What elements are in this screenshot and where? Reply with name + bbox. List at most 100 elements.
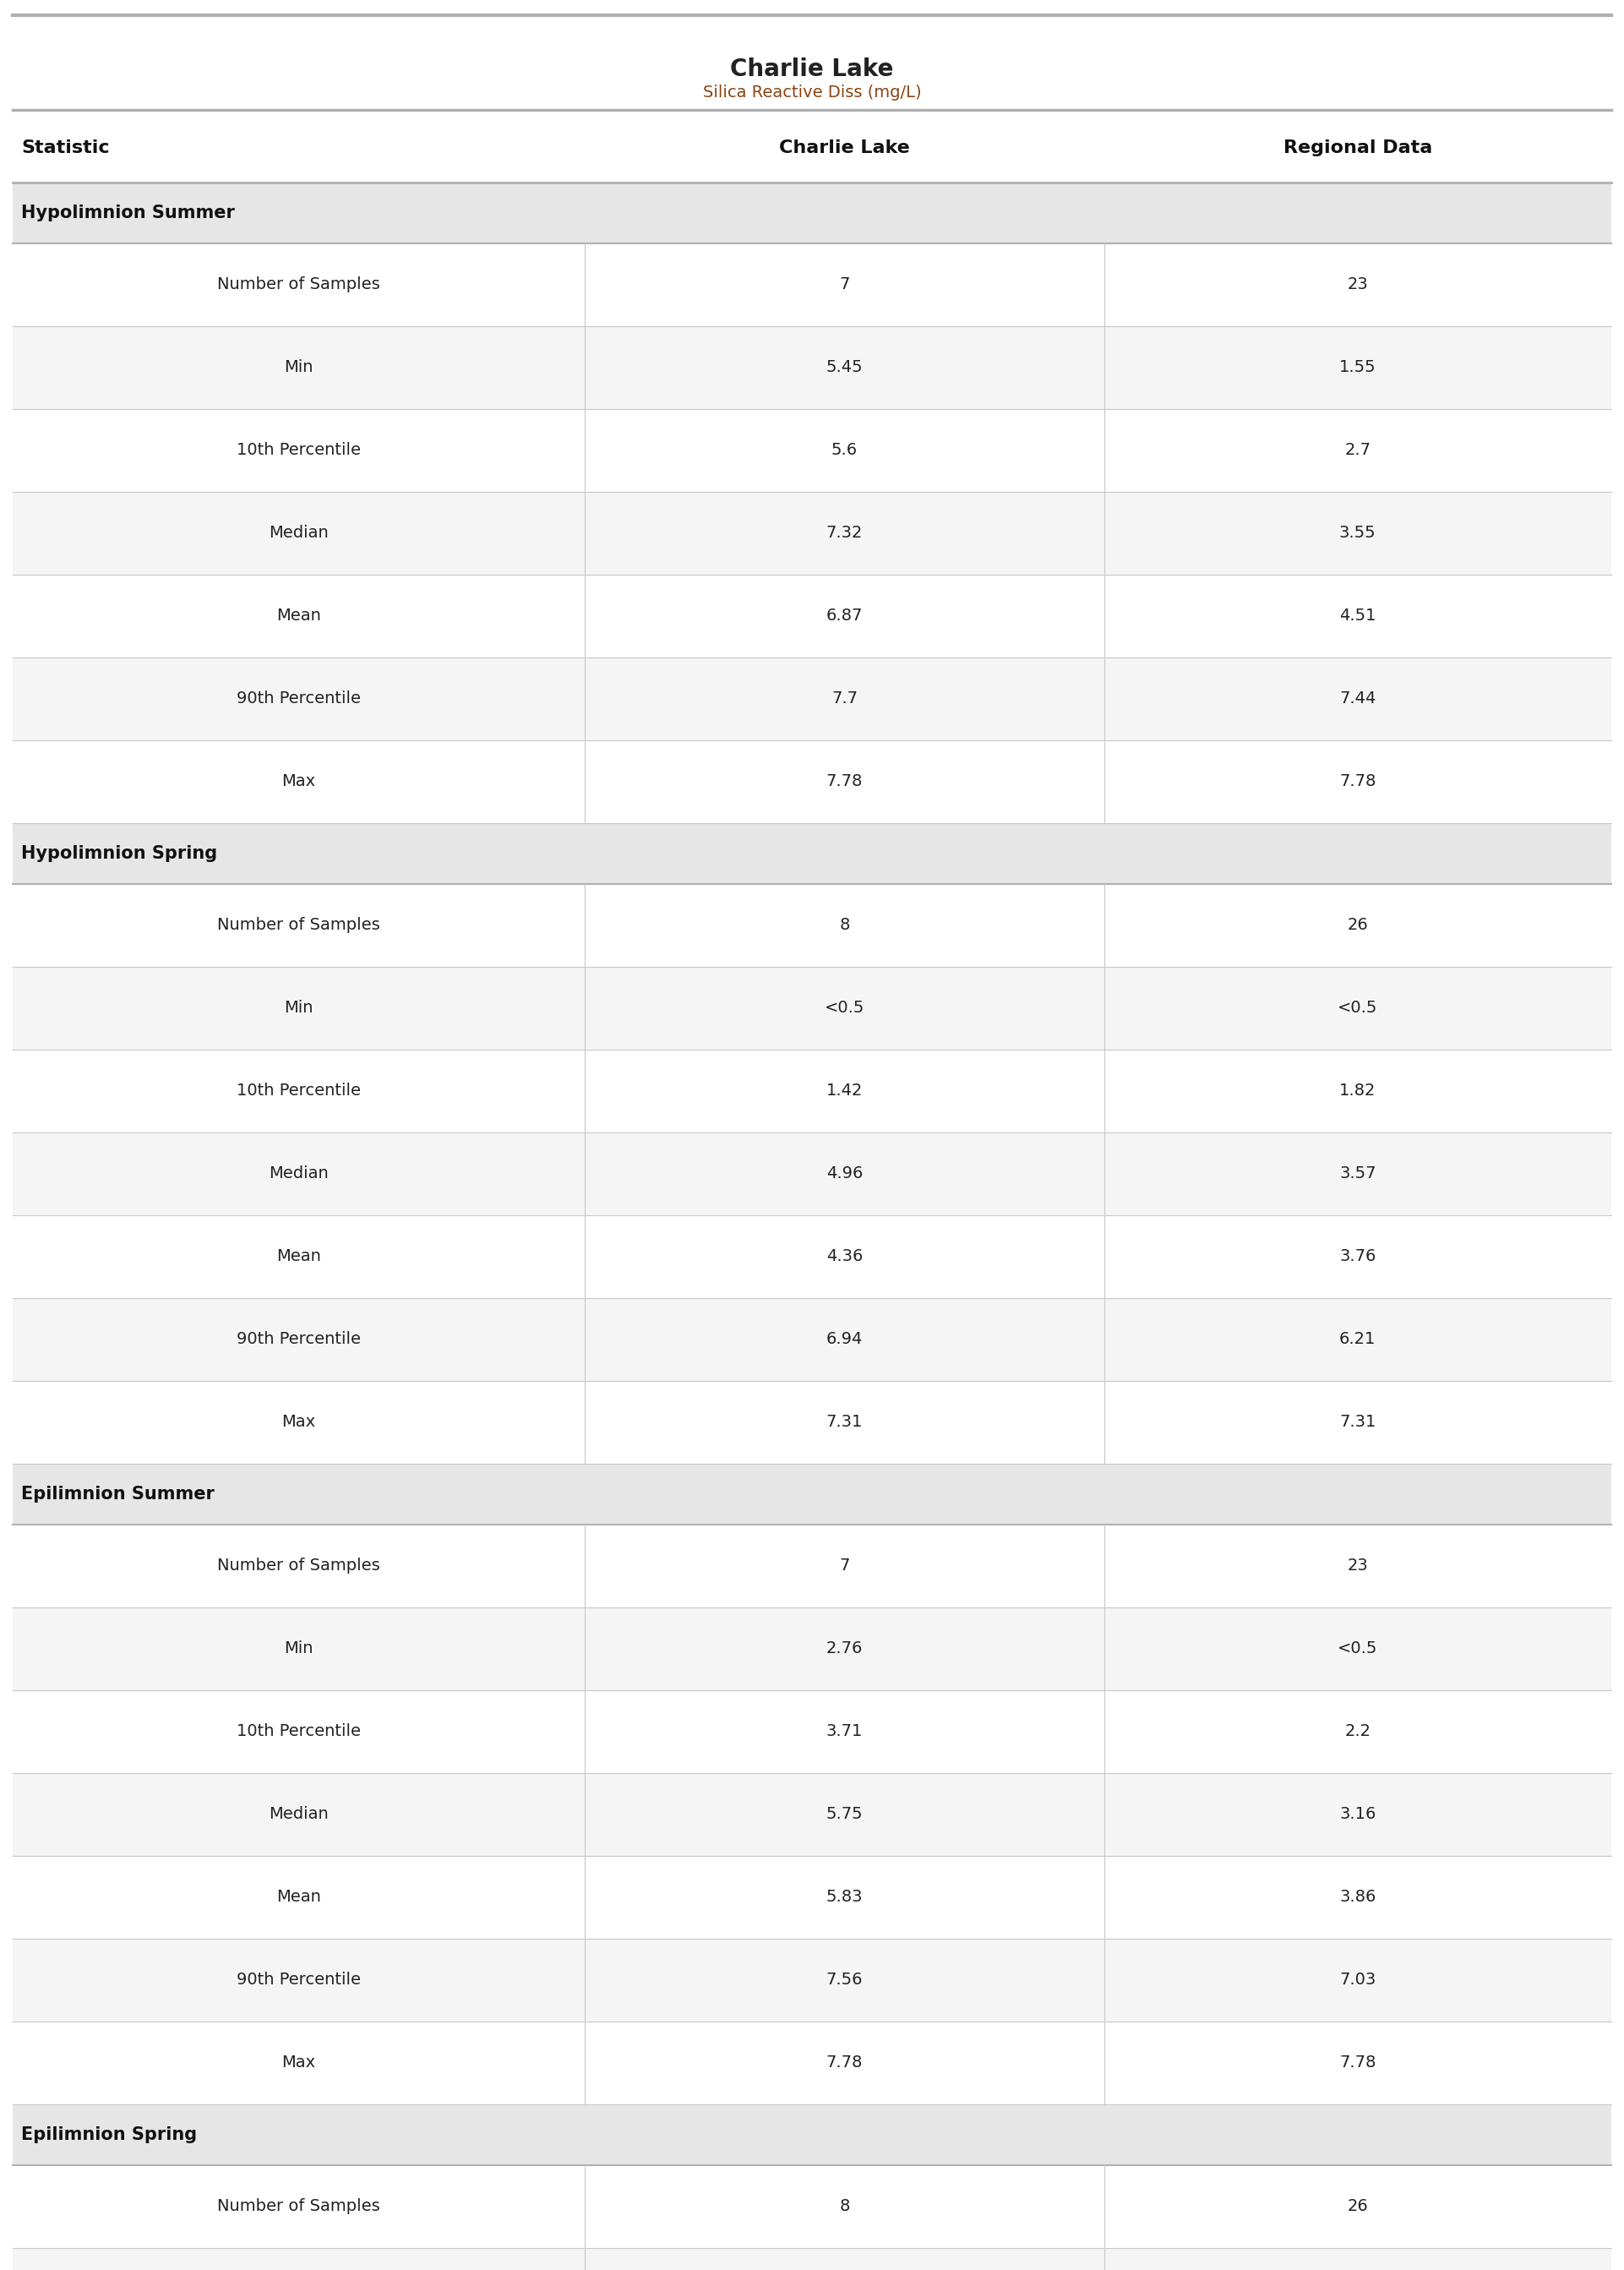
Bar	[13, 824, 1611, 883]
Text: 4.51: 4.51	[1340, 608, 1376, 624]
Text: Charlie Lake: Charlie Lake	[731, 57, 893, 82]
Bar	[13, 1298, 1611, 1380]
Bar	[13, 2247, 1611, 2270]
Text: 7.31: 7.31	[827, 1414, 862, 1430]
Bar	[13, 493, 1611, 574]
Text: 90th Percentile: 90th Percentile	[237, 690, 361, 706]
Text: 5.75: 5.75	[827, 1807, 862, 1823]
Text: Median: Median	[270, 1807, 328, 1823]
Bar	[13, 1857, 1611, 1939]
Bar	[13, 182, 1611, 243]
Text: 10th Percentile: 10th Percentile	[237, 443, 361, 459]
Bar	[13, 574, 1611, 658]
Text: 7: 7	[840, 277, 849, 293]
Text: 1.82: 1.82	[1340, 1083, 1376, 1099]
Text: 5.83: 5.83	[827, 1889, 862, 1905]
Text: Max: Max	[283, 2054, 315, 2070]
Text: 2.2: 2.2	[1345, 1723, 1371, 1739]
Text: Epilimnion Spring: Epilimnion Spring	[21, 2127, 197, 2143]
Text: <0.5: <0.5	[1338, 1641, 1377, 1657]
Bar	[13, 1525, 1611, 1607]
Text: 4.96: 4.96	[827, 1167, 862, 1183]
Text: 7.78: 7.78	[827, 774, 862, 790]
Text: Regional Data: Regional Data	[1283, 138, 1432, 157]
Text: Hypolimnion Spring: Hypolimnion Spring	[21, 844, 218, 863]
Text: Number of Samples: Number of Samples	[218, 2200, 380, 2216]
Text: Min: Min	[284, 1641, 313, 1657]
Bar	[13, 2166, 1611, 2247]
Text: Mean: Mean	[276, 1889, 322, 1905]
Text: <0.5: <0.5	[1338, 1001, 1377, 1017]
Text: Mean: Mean	[276, 608, 322, 624]
Text: 10th Percentile: 10th Percentile	[237, 1083, 361, 1099]
Text: 7.78: 7.78	[1340, 2054, 1376, 2070]
Text: 1.55: 1.55	[1340, 359, 1376, 375]
Text: 7.78: 7.78	[1340, 774, 1376, 790]
Text: 6.21: 6.21	[1340, 1332, 1376, 1348]
Bar	[13, 243, 1611, 327]
Text: 7.7: 7.7	[831, 690, 857, 706]
Bar	[13, 1464, 1611, 1525]
Text: Min: Min	[284, 359, 313, 375]
Bar	[13, 1049, 1611, 1133]
Text: Median: Median	[270, 1167, 328, 1183]
Text: 2.76: 2.76	[827, 1641, 862, 1657]
Bar	[13, 967, 1611, 1049]
Text: 26: 26	[1348, 2200, 1367, 2216]
Bar	[13, 1133, 1611, 1214]
Text: 3.55: 3.55	[1340, 524, 1376, 540]
Text: Max: Max	[283, 1414, 315, 1430]
Text: <0.5: <0.5	[825, 1001, 864, 1017]
Text: 2.7: 2.7	[1345, 443, 1371, 459]
Text: 6.87: 6.87	[827, 608, 862, 624]
Text: Max: Max	[283, 774, 315, 790]
Text: 6.94: 6.94	[827, 1332, 862, 1348]
Text: Mean: Mean	[276, 1249, 322, 1264]
Text: Hypolimnion Summer: Hypolimnion Summer	[21, 204, 235, 222]
Text: 26: 26	[1348, 917, 1367, 933]
Text: Statistic: Statistic	[21, 138, 110, 157]
Text: 7.78: 7.78	[827, 2054, 862, 2070]
Text: 3.76: 3.76	[1340, 1249, 1376, 1264]
Text: 23: 23	[1348, 1557, 1367, 1573]
Bar	[13, 1214, 1611, 1298]
Bar	[13, 740, 1611, 824]
Text: Number of Samples: Number of Samples	[218, 277, 380, 293]
Text: 3.86: 3.86	[1340, 1889, 1376, 1905]
Text: 10th Percentile: 10th Percentile	[237, 1723, 361, 1739]
Bar	[13, 1380, 1611, 1464]
Text: 3.16: 3.16	[1340, 1807, 1376, 1823]
Text: 8: 8	[840, 2200, 849, 2216]
Bar	[13, 883, 1611, 967]
Text: Number of Samples: Number of Samples	[218, 1557, 380, 1573]
Text: 4.36: 4.36	[827, 1249, 862, 1264]
Text: 3.57: 3.57	[1340, 1167, 1376, 1183]
Bar	[13, 409, 1611, 493]
Text: Epilimnion Summer: Epilimnion Summer	[21, 1487, 214, 1503]
Text: 8: 8	[840, 917, 849, 933]
Text: Charlie Lake: Charlie Lake	[780, 138, 909, 157]
Bar	[13, 1773, 1611, 1857]
Text: 7.56: 7.56	[827, 1973, 862, 1989]
Text: Median: Median	[270, 524, 328, 540]
Text: 90th Percentile: 90th Percentile	[237, 1332, 361, 1348]
Text: Min: Min	[284, 1001, 313, 1017]
Text: 23: 23	[1348, 277, 1367, 293]
Text: 1.42: 1.42	[827, 1083, 862, 1099]
Text: 90th Percentile: 90th Percentile	[237, 1973, 361, 1989]
Bar	[13, 327, 1611, 409]
Text: 7.44: 7.44	[1340, 690, 1376, 706]
Bar	[13, 1691, 1611, 1773]
Text: Silica Reactive Diss (mg/L): Silica Reactive Diss (mg/L)	[703, 84, 921, 100]
Text: 7.32: 7.32	[827, 524, 862, 540]
Bar	[13, 1607, 1611, 1691]
Text: 7.31: 7.31	[1340, 1414, 1376, 1430]
Text: Number of Samples: Number of Samples	[218, 917, 380, 933]
Bar	[13, 2104, 1611, 2166]
Bar	[13, 1939, 1611, 2023]
Text: 3.71: 3.71	[827, 1723, 862, 1739]
Text: 7.03: 7.03	[1340, 1973, 1376, 1989]
Text: 5.45: 5.45	[827, 359, 862, 375]
Bar	[13, 2023, 1611, 2104]
Text: 7: 7	[840, 1557, 849, 1573]
